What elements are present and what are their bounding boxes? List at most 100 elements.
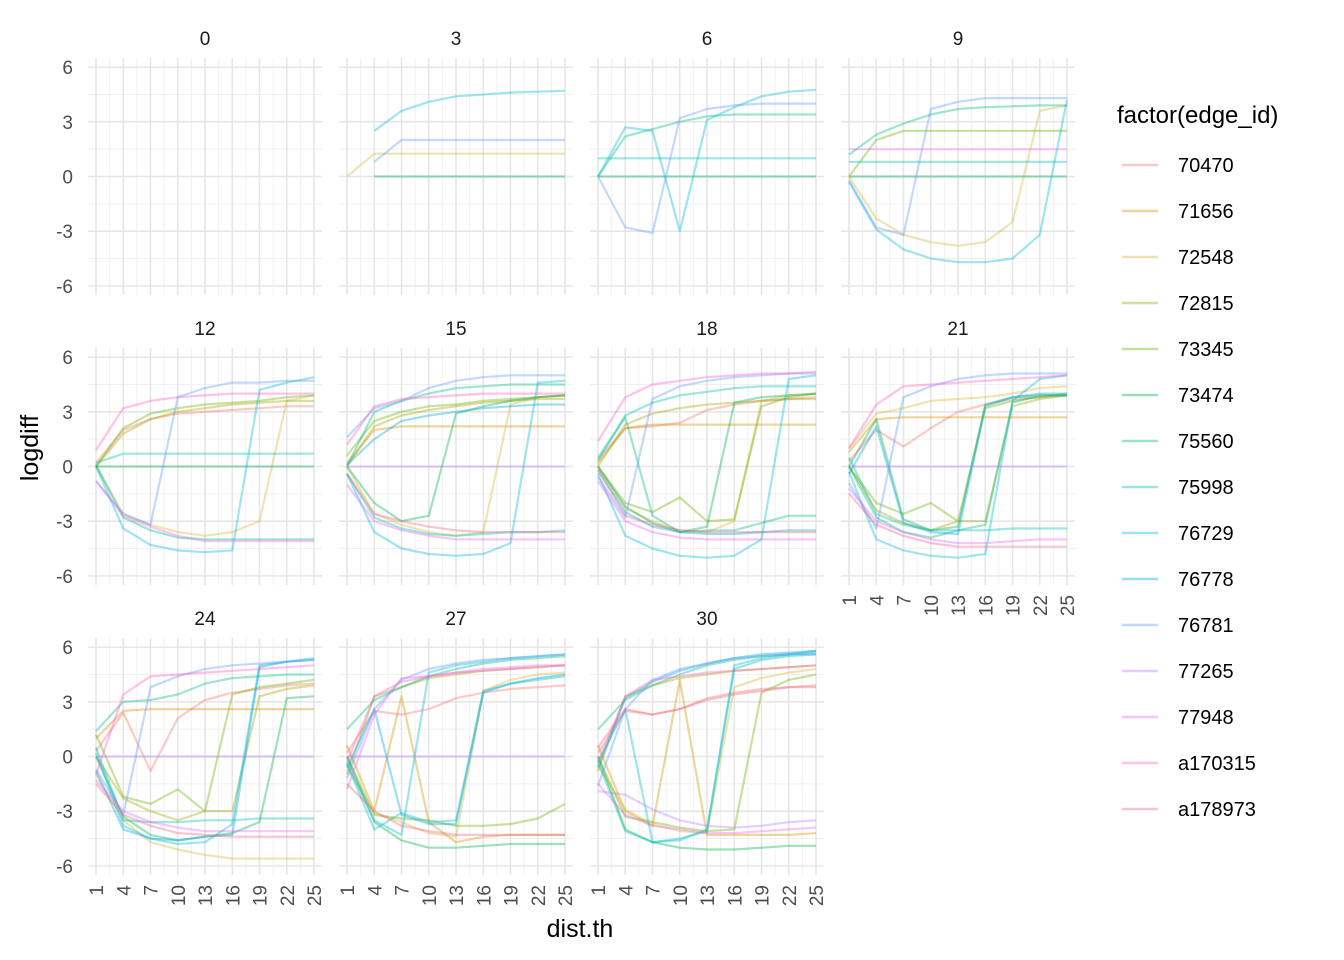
series-line-72815 (95, 684, 315, 822)
facet-panel: 18 (590, 319, 824, 585)
x-tick-label: 16 (223, 885, 244, 906)
series-line-76729 (346, 653, 566, 837)
x-tick-label: 13 (447, 885, 468, 906)
x-tick-label: 22 (529, 885, 550, 906)
facet-panel: 0 6 3 0 -3 -6 (56, 29, 322, 298)
series-line-76729 (94, 657, 315, 846)
series-line-77948 (597, 783, 817, 835)
series-line-76781 (95, 379, 314, 526)
y-tick-label: 6 (62, 58, 73, 79)
series-line-72548 (346, 671, 566, 838)
series-line-77948 (597, 480, 816, 541)
y-tick-label: 0 (62, 168, 73, 189)
series-line-76778 (346, 403, 565, 466)
series-line-72548 (95, 774, 314, 860)
series-line-72548 (346, 394, 566, 537)
facet-strip-label: 9 (953, 29, 964, 50)
x-tick-label: 19 (502, 885, 523, 906)
x-tick-label: 25 (807, 885, 828, 906)
y-tick-label: 3 (62, 113, 73, 134)
legend-label: 70470 (1178, 155, 1234, 177)
series-line-72548 (597, 667, 817, 835)
series-line-76729 (94, 376, 315, 554)
facet-panel: 24 6 3 0 -3 -6 1 4 7 10 13 16 19 22 25 (56, 609, 326, 906)
series-line-75998 (345, 675, 566, 831)
y-tick-label: 6 (62, 348, 73, 369)
series-line-70470 (346, 684, 566, 754)
series-line-71656 (596, 678, 817, 837)
series-line-76778 (346, 673, 566, 826)
series-line-76729 (597, 649, 817, 844)
legend-label: a170315 (1178, 753, 1256, 775)
series-line-72815 (848, 394, 1068, 532)
series-line-75560 (346, 383, 565, 467)
series-line-76781 (596, 653, 816, 787)
facet-strip-label: 30 (696, 609, 717, 630)
series-line-75998 (597, 385, 816, 462)
series-line-73345 (95, 394, 315, 468)
x-tick-label: 4 (867, 595, 888, 606)
x-tick-label: 25 (556, 885, 577, 906)
x-tick-label: 22 (1031, 595, 1052, 616)
x-tick-label: 7 (895, 595, 916, 606)
legend-label: 76781 (1178, 615, 1234, 637)
series-line-72548 (848, 104, 1068, 247)
series-line-75560 (597, 416, 816, 534)
x-tick-label: 13 (196, 885, 217, 906)
series-line-70470 (848, 394, 1068, 462)
series-line-a170315 (95, 392, 314, 451)
series-line-76781 (345, 653, 566, 779)
facet-panel: 9 (841, 29, 1075, 295)
series-line-71656 (346, 425, 565, 464)
y-tick-label: 6 (62, 638, 73, 659)
series-line-76729 (596, 374, 817, 559)
legend-label: 73345 (1178, 339, 1234, 361)
facet-panel: 21 1 4 7 10 13 16 19 22 25 (840, 319, 1079, 616)
x-tick-label: 1 (338, 885, 359, 896)
x-tick-label: 4 (616, 885, 637, 896)
facet-panel: 3 (339, 29, 573, 295)
legend-title: factor(edge_id) (1117, 102, 1278, 129)
facet-panel: 12 6 3 0 -3 -6 (56, 319, 322, 588)
series-line-72815 (596, 664, 817, 772)
x-tick-label: 1 (840, 595, 861, 606)
x-tick-label: 1 (589, 885, 610, 896)
series-line-77948 (345, 664, 565, 790)
legend: factor(edge_id) 70470 71656 72548 72815 7334… (1117, 102, 1278, 821)
y-tick-label: -3 (56, 802, 73, 823)
series-line-a178973 (597, 686, 816, 749)
series-line-77948 (95, 480, 314, 543)
series-line-73345 (597, 392, 817, 523)
x-tick-label: 19 (251, 885, 272, 906)
series-line-76781 (597, 102, 816, 235)
series-line-a178973 (346, 783, 565, 837)
x-tick-label: 4 (114, 885, 135, 896)
x-tick-label: 10 (922, 595, 943, 616)
legend-label: 75560 (1178, 431, 1234, 453)
series-line-70470 (597, 396, 817, 460)
series-line-76729 (848, 99, 1069, 264)
series-line-75560 (848, 104, 1067, 156)
legend-label: 77265 (1178, 661, 1234, 683)
x-tick-label: 10 (671, 885, 692, 906)
x-tick-label: 13 (698, 885, 719, 906)
series-line-a170315 (596, 664, 817, 763)
series-line-75560 (95, 673, 314, 732)
series-line-77265 (597, 790, 817, 829)
x-tick-label: 22 (780, 885, 801, 906)
series-line-73345 (346, 756, 566, 827)
series-line-72548 (95, 394, 315, 537)
x-tick-label: 10 (420, 885, 441, 906)
legend-label: 77948 (1178, 707, 1234, 729)
x-tick-label: 7 (142, 885, 163, 896)
series-line-70470 (95, 405, 314, 464)
series-line-a178973 (848, 493, 1067, 548)
series-line-71656 (597, 423, 816, 464)
series-line-73345 (848, 392, 1068, 523)
series-line-72815 (345, 664, 566, 776)
series-line-76781 (373, 138, 565, 163)
x-tick-label: 25 (1058, 595, 1079, 616)
facet-strip-label: 21 (947, 319, 968, 340)
series-line-76778 (848, 392, 1067, 536)
